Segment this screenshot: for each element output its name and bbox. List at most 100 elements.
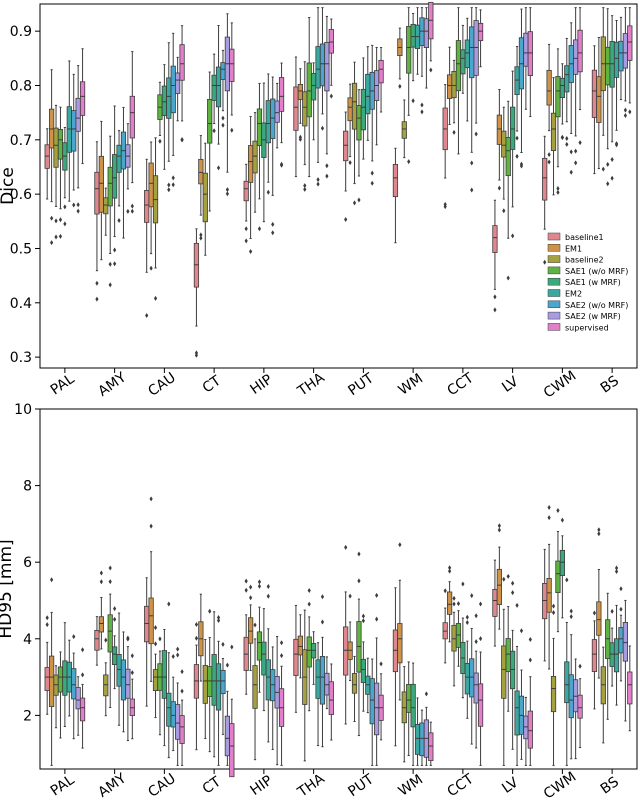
outlier-point: [176, 652, 180, 658]
box: [546, 69, 552, 106]
x-tick-label: BS: [598, 373, 622, 397]
box: [501, 645, 507, 699]
outlier-point: [474, 639, 478, 645]
outlier-point: [610, 175, 614, 181]
box: [252, 140, 258, 174]
box: [613, 638, 620, 673]
outlier-point: [50, 240, 54, 246]
legend-swatch: [547, 244, 561, 252]
outlier-point: [569, 608, 573, 614]
outlier-point: [279, 653, 284, 659]
y-tick-label: 10: [14, 402, 32, 418]
box: [256, 108, 263, 146]
x-tick-label: THA: [294, 771, 328, 801]
box: [514, 66, 520, 95]
outlier-point: [519, 163, 524, 169]
outlier-point: [303, 183, 307, 189]
outlier-point: [149, 265, 153, 271]
box: [315, 46, 321, 89]
outlier-point: [452, 595, 456, 601]
outlier-point: [307, 587, 311, 593]
outlier-point: [619, 606, 623, 612]
outlier-point: [316, 181, 320, 187]
outlier-point: [266, 189, 270, 195]
box: [627, 25, 633, 61]
box: [360, 658, 366, 683]
outlier-point: [497, 185, 501, 191]
outlier-point: [614, 141, 619, 147]
box: [401, 121, 407, 139]
box: [274, 100, 280, 123]
box: [75, 97, 81, 132]
outlier-point: [465, 614, 469, 620]
box: [510, 650, 516, 690]
outlier-point: [543, 259, 547, 265]
y-tick-label: 0.9: [10, 24, 32, 40]
box: [328, 29, 334, 54]
outlier-point: [158, 636, 162, 642]
outlier-point: [180, 688, 184, 694]
legend-label: baseline2: [565, 256, 604, 265]
x-tick-label: WM: [396, 371, 426, 399]
box: [428, 732, 434, 762]
outlier-point: [551, 610, 556, 616]
outlier-point: [244, 238, 248, 244]
box: [57, 129, 64, 160]
box: [477, 683, 484, 727]
box: [306, 636, 312, 668]
outlier-point: [167, 182, 171, 188]
box: [477, 22, 484, 42]
outlier-point: [361, 613, 365, 619]
plot-frame: [39, 3, 638, 369]
outlier-point: [470, 160, 474, 166]
outlier-point: [420, 109, 424, 115]
box: [510, 106, 516, 150]
legend-swatch: [547, 266, 561, 275]
box: [98, 155, 104, 213]
box: [161, 650, 167, 699]
legend-swatch: [547, 232, 561, 241]
outlier-point: [99, 570, 103, 576]
x-tick-label: HIP: [248, 773, 276, 799]
outlier-point: [230, 127, 234, 133]
box: [423, 18, 430, 48]
y-tick-label: 0.3: [10, 350, 32, 366]
box: [265, 659, 271, 701]
outlier-point: [551, 603, 556, 609]
outlier-point: [113, 247, 117, 253]
box: [523, 32, 529, 67]
outlier-point: [171, 182, 175, 188]
outlier-point: [448, 568, 452, 574]
outlier-point: [279, 161, 284, 167]
box: [252, 665, 258, 709]
outlier-point: [375, 616, 379, 622]
outlier-point: [63, 221, 67, 227]
outlier-point: [502, 208, 506, 214]
outlier-point: [225, 187, 229, 193]
box: [501, 130, 507, 158]
outlier-point: [574, 160, 578, 166]
y-tick-label: 0.7: [10, 133, 32, 149]
outlier-point: [569, 149, 573, 155]
box: [406, 26, 412, 74]
box: [57, 666, 64, 693]
outlier-point: [130, 670, 134, 676]
box: [460, 49, 466, 75]
outlier-point: [72, 634, 76, 640]
outlier-point: [574, 148, 578, 154]
outlier-point: [230, 644, 234, 650]
outlier-point: [515, 135, 519, 141]
x-tick-label: CWM: [541, 368, 579, 402]
outlier-point: [547, 152, 551, 158]
outlier-point: [216, 617, 221, 623]
box: [613, 41, 620, 78]
outlier-point: [420, 102, 424, 108]
outlier-point: [448, 565, 452, 571]
x-tick-label: CAU: [145, 370, 178, 400]
outlier-point: [108, 282, 112, 288]
y-tick-label: 4: [23, 632, 32, 648]
outlier-point: [348, 160, 352, 166]
outlier-point: [325, 163, 329, 169]
box: [53, 127, 59, 168]
